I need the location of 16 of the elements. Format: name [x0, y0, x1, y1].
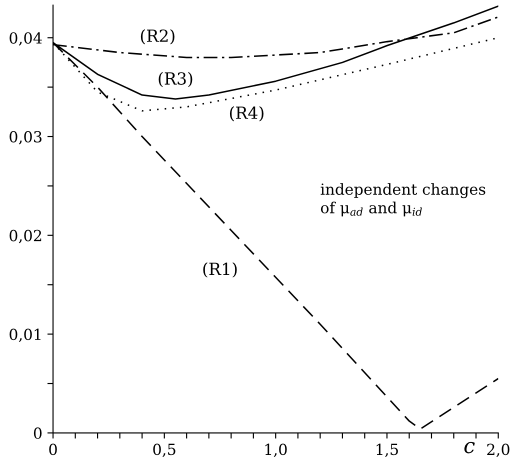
series-label: (R2) [140, 29, 174, 44]
x-tick-label: 0 [49, 444, 57, 456]
x-tick-label: 1,0 [265, 444, 287, 458]
x-axis-title: c [464, 442, 475, 454]
y-tick-label: 0,04 [10, 32, 42, 46]
y-tick-label: 0,01 [10, 328, 40, 342]
x-tick-label: 1,5 [376, 444, 398, 458]
series-label: (R4) [230, 106, 264, 122]
x-tick-label: 0,5 [153, 444, 176, 458]
x-tick-label: 2,0 [487, 444, 510, 458]
y-tick-label: 0,03 [10, 130, 42, 144]
y-tick-label: 0 [34, 427, 42, 439]
series-label: (R3) [158, 72, 192, 88]
annotation: independent changes of μ$_{ad}$ and μ$_{id}$ [320, 183, 486, 216]
series-label: (R1) [203, 262, 237, 278]
y-tick-label: 0,02 [10, 230, 42, 244]
